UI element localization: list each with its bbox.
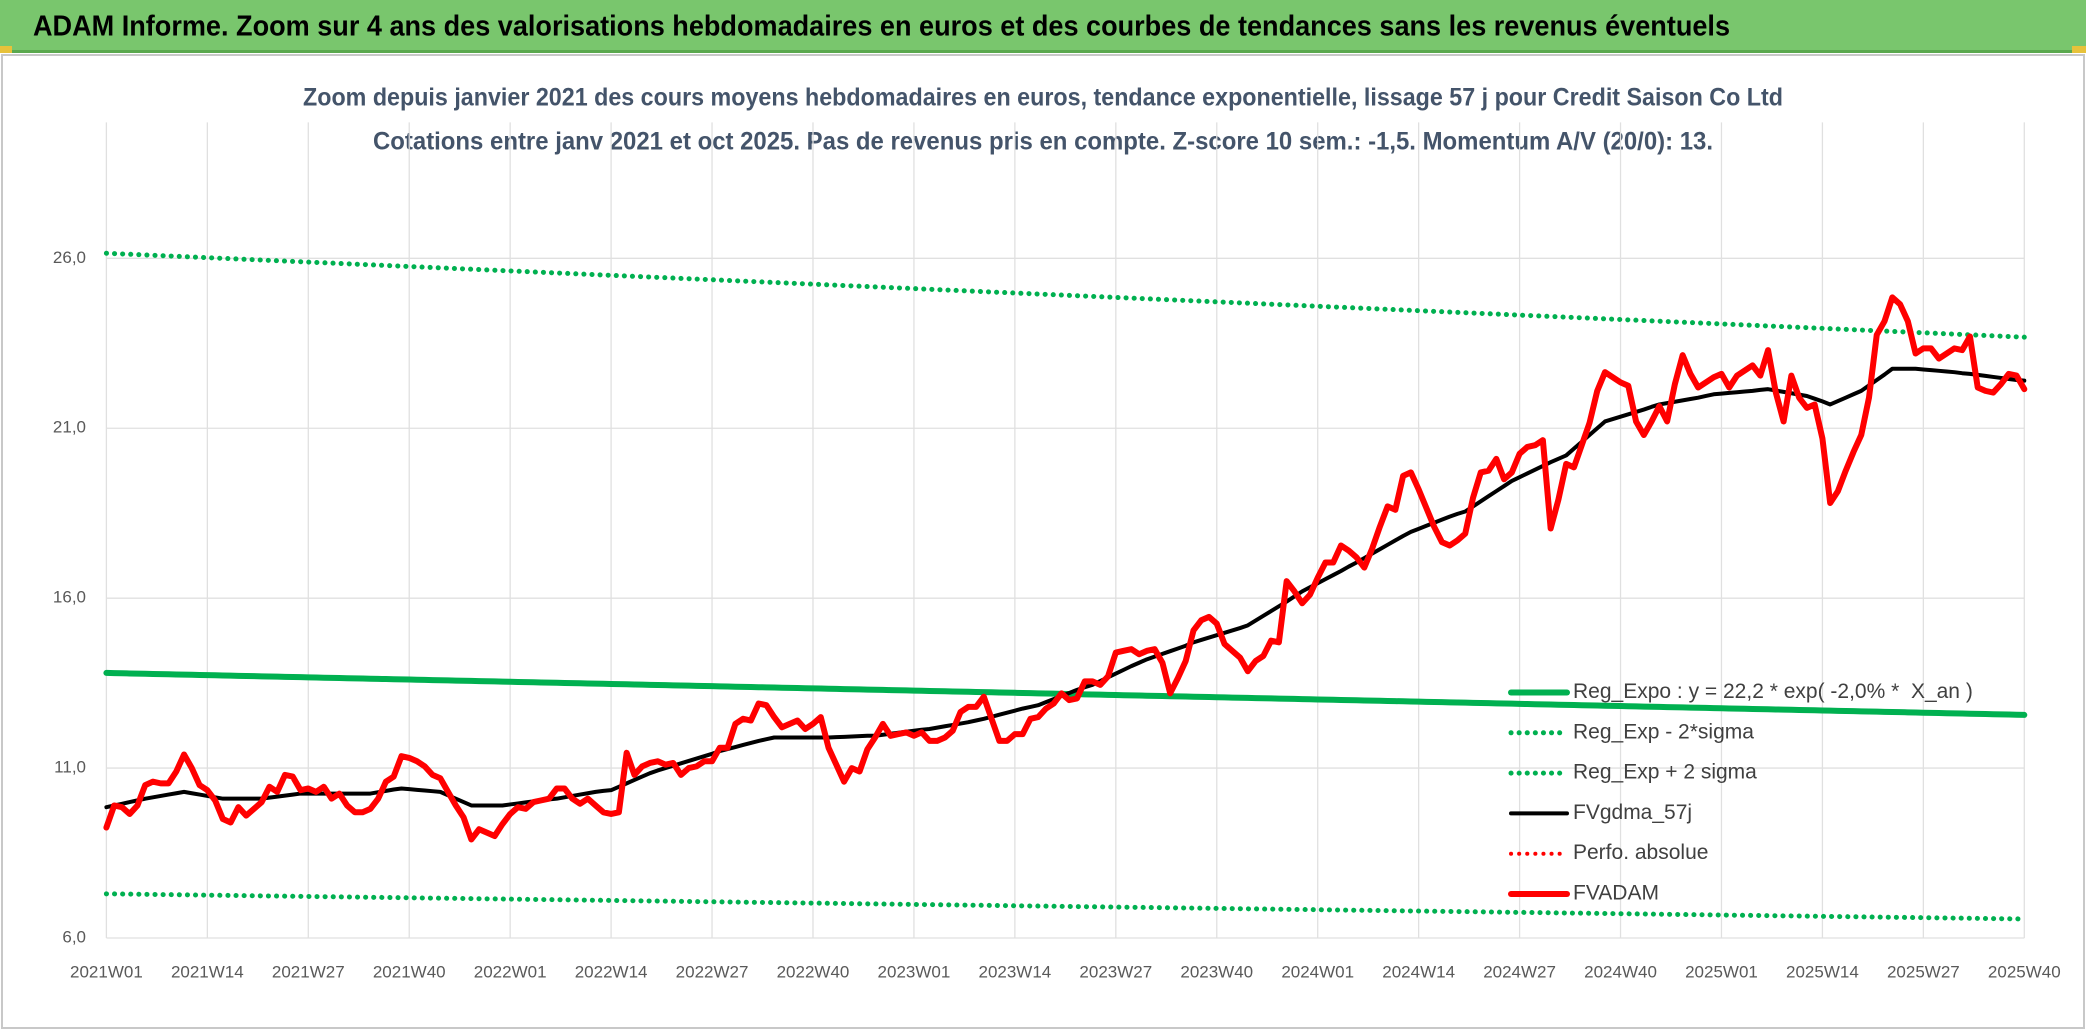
y-tick-label: 6,0 [62,927,86,946]
header-corner [2072,46,2086,53]
header-bar [0,0,2086,53]
x-tick-label: 2021W40 [373,962,446,981]
series-line [103,294,2028,843]
x-tick-label: 2024W27 [1483,962,1556,981]
x-tick-label: 2024W14 [1382,962,1455,981]
x-tick-label: 2023W40 [1180,962,1253,981]
x-tick-label: 2024W40 [1584,962,1657,981]
chart-title: Zoom depuis janvier 2021 des cours moyen… [303,84,1783,112]
y-tick-label: 26,0 [53,248,86,267]
x-tick-label: 2021W01 [70,962,143,981]
plot-lines [103,250,2028,922]
y-tick-label: 11,0 [54,758,86,777]
chart-border [1,54,2085,1029]
y-tick-label: 16,0 [53,588,86,607]
chart-subtitle: Cotations entre janv 2021 et oct 2025. P… [373,128,1713,156]
x-tick-label: 2025W01 [1685,962,1758,981]
x-tick-label: 2021W14 [171,962,244,981]
x-tick-label: 2025W14 [1786,962,1859,981]
legend: Reg_Expo : y = 22,2 * exp( -2,0% * X_an … [1508,680,1973,905]
x-tick-label: 2023W27 [1079,962,1152,981]
legend-label: Reg_Expo : y = 22,2 * exp( -2,0% * X_an … [1573,680,1973,703]
page-header: ADAM Informe. Zoom sur 4 ans des valoris… [33,11,1730,43]
x-tick-label: 2022W27 [676,962,749,981]
x-tick-label: 2022W14 [575,962,648,981]
header-rule [0,50,2086,53]
legend-label: FVgdma_57j [1573,801,1692,824]
x-tick-label: 2022W01 [474,962,547,981]
y-tick-label: 21,0 [53,418,86,437]
legend-label: Reg_Exp - 2*sigma [1573,720,1754,743]
x-tick-label: 2025W27 [1887,962,1960,981]
x-tick-label: 2025W40 [1988,962,2061,981]
x-tick-label: 2022W40 [777,962,850,981]
x-tick-label: 2021W27 [272,962,345,981]
x-tick-label: 2024W01 [1281,962,1354,981]
legend-label: Reg_Exp + 2 sigma [1573,761,1757,784]
x-tick-label: 2023W01 [878,962,951,981]
header-corner [0,46,12,53]
grid [105,122,2025,939]
legend-label: FVADAM [1573,882,1659,905]
legend-label: Perfo. absolue [1573,841,1708,864]
tick-labels: 6,0 11,0 16,0 21,0 26,0 2021W01 2021W14 2021W27… [53,248,2061,982]
x-tick-label: 2023W14 [978,962,1051,981]
